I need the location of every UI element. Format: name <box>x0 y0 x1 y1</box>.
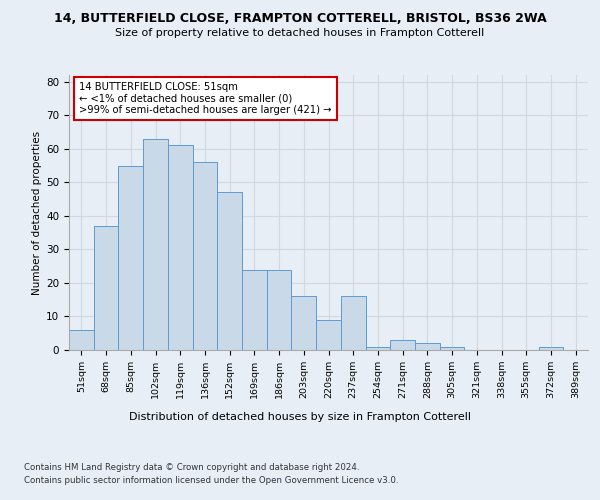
Bar <box>292 296 316 350</box>
Bar <box>217 192 242 350</box>
Bar <box>341 296 365 350</box>
Bar <box>94 226 118 350</box>
Bar <box>539 346 563 350</box>
Bar <box>390 340 415 350</box>
Y-axis label: Number of detached properties: Number of detached properties <box>32 130 42 294</box>
Text: 14 BUTTERFIELD CLOSE: 51sqm
← <1% of detached houses are smaller (0)
>99% of sem: 14 BUTTERFIELD CLOSE: 51sqm ← <1% of det… <box>79 82 332 115</box>
Bar <box>267 270 292 350</box>
Bar <box>415 344 440 350</box>
Text: 14, BUTTERFIELD CLOSE, FRAMPTON COTTERELL, BRISTOL, BS36 2WA: 14, BUTTERFIELD CLOSE, FRAMPTON COTTEREL… <box>53 12 547 26</box>
Text: Size of property relative to detached houses in Frampton Cotterell: Size of property relative to detached ho… <box>115 28 485 38</box>
Text: Distribution of detached houses by size in Frampton Cotterell: Distribution of detached houses by size … <box>129 412 471 422</box>
Bar <box>365 346 390 350</box>
Bar <box>118 166 143 350</box>
Bar <box>316 320 341 350</box>
Bar <box>168 146 193 350</box>
Text: Contains HM Land Registry data © Crown copyright and database right 2024.: Contains HM Land Registry data © Crown c… <box>24 462 359 471</box>
Bar <box>193 162 217 350</box>
Text: Contains public sector information licensed under the Open Government Licence v3: Contains public sector information licen… <box>24 476 398 485</box>
Bar <box>69 330 94 350</box>
Bar <box>440 346 464 350</box>
Bar <box>242 270 267 350</box>
Bar <box>143 138 168 350</box>
